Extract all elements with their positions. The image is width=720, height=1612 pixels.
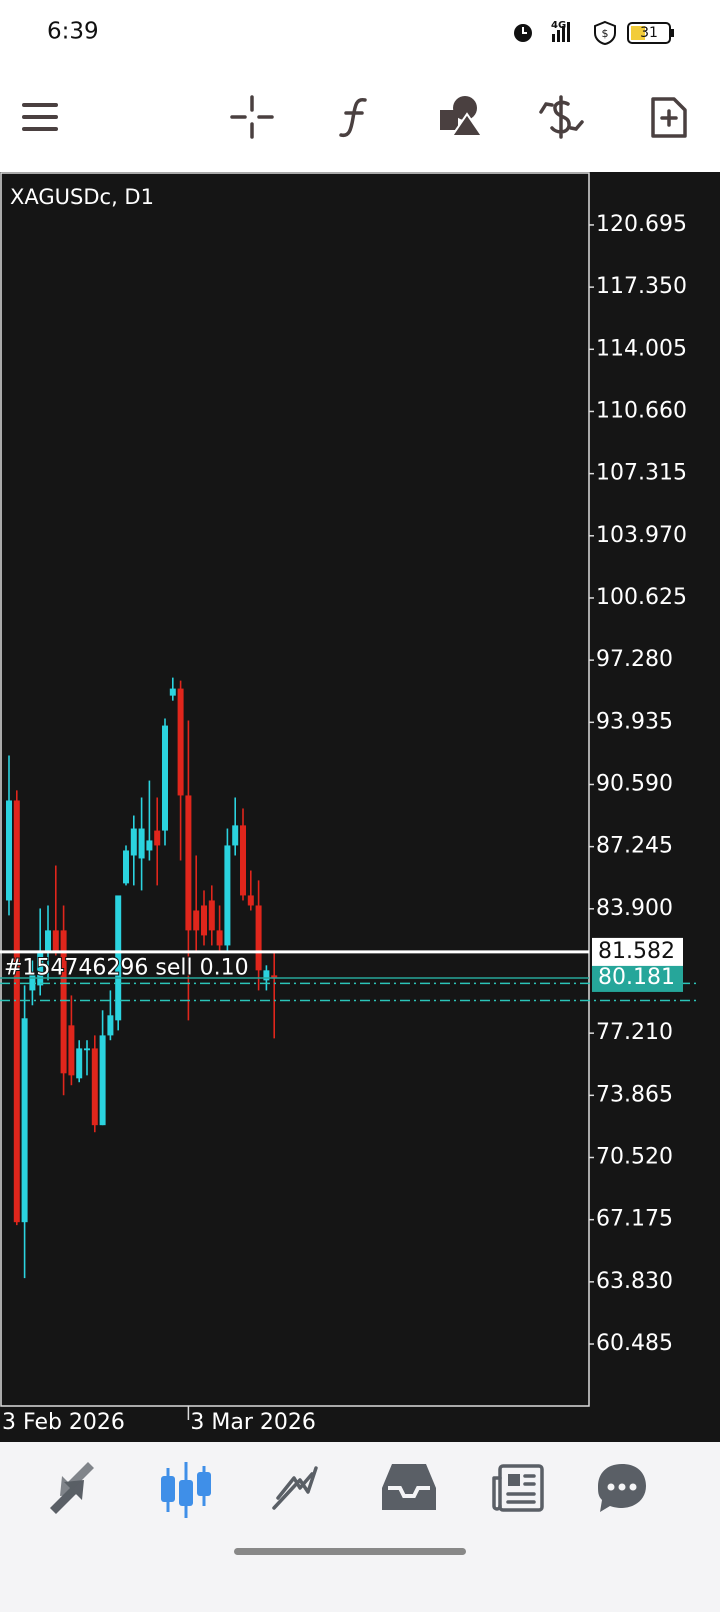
y-tick-label: 87.245 [596, 834, 673, 859]
y-tick-label: 70.520 [596, 1145, 673, 1170]
nav-chart[interactable] [161, 1462, 211, 1518]
y-tick-label: 77.210 [596, 1020, 673, 1045]
y-tick-label: 93.935 [596, 709, 673, 734]
status-time: 6:39 [47, 19, 99, 45]
plot: 120.695 117.350 114.005 110.660 107.315 103.9… [0, 212, 700, 1435]
nav-history[interactable] [382, 1464, 436, 1510]
trade-button[interactable] [539, 95, 584, 139]
status-icons: 4G $ 31 [514, 20, 674, 46]
y-tick-label: 63.830 [596, 1269, 673, 1294]
y-tick-label: 90.590 [596, 771, 673, 796]
candle-body [154, 830, 161, 846]
y-tick-label: 73.865 [596, 1082, 673, 1107]
plot-frame [0, 172, 590, 1407]
y-tick-label: 83.900 [596, 896, 673, 921]
chart-bg [0, 172, 720, 1442]
candle-body [68, 1025, 75, 1076]
ask-label: 81.582 [598, 939, 675, 964]
crosshair-button[interactable] [230, 95, 274, 139]
x-tick-label: 3 Mar 2026 [190, 1410, 315, 1435]
candle-body [6, 800, 12, 901]
candle-body [130, 828, 137, 856]
bid-label: 80.181 [598, 965, 675, 990]
candle-body [177, 688, 184, 796]
candle-body [162, 725, 168, 831]
candle-body [193, 910, 200, 931]
nav-chat[interactable] [598, 1464, 646, 1512]
candle-body [13, 800, 20, 1223]
order-label: #154746296 sell 0.10 [4, 955, 249, 980]
candle-body [91, 1048, 98, 1126]
header-bg [0, 0, 720, 172]
candle-body [99, 1035, 106, 1126]
bid-tag [592, 963, 683, 992]
candle-body [52, 930, 59, 951]
candle-body [216, 930, 223, 946]
svg-text:$: $ [602, 27, 609, 40]
new-order-button[interactable] [651, 97, 687, 138]
candle-body [146, 840, 153, 851]
battery-level: 31 [640, 25, 658, 41]
y-tick-label: 120.695 [596, 212, 687, 237]
candle-body [201, 905, 207, 936]
y-tick-label: 67.175 [596, 1207, 673, 1232]
nav-quotes[interactable] [50, 1462, 94, 1514]
home-indicator [234, 1548, 466, 1555]
candle-body [37, 950, 44, 986]
candle-body [60, 930, 67, 1074]
candle-body [21, 1018, 28, 1223]
candle-body [107, 1015, 114, 1036]
candle-body [138, 828, 145, 859]
candle-body [240, 825, 246, 896]
chart-symbol: XAGUSDc, D1 [10, 185, 154, 209]
nav-bg [0, 1442, 720, 1612]
candle-body [29, 975, 36, 991]
ask-tag [592, 937, 683, 966]
x-tick-label: 3 Feb 2026 [2, 1410, 125, 1435]
y-tick-label: 114.005 [596, 336, 687, 361]
indicators-button[interactable] [339, 97, 367, 138]
candle-body [247, 895, 254, 906]
candle-body [255, 905, 262, 971]
candle-body [271, 975, 278, 978]
candle-body [224, 845, 231, 946]
candle-body [232, 825, 239, 846]
candle-body [208, 900, 215, 931]
menu-button[interactable] [22, 103, 58, 131]
y-tick-label: 60.485 [596, 1331, 673, 1356]
candle-body [123, 850, 129, 884]
nav-trade[interactable] [272, 1466, 318, 1510]
y-tick-label: 100.625 [596, 585, 687, 610]
candle-body [76, 1048, 83, 1079]
y-tick-label: 103.970 [596, 523, 687, 548]
candle-body [45, 930, 51, 951]
candle-body [115, 895, 122, 1021]
y-tick-label: 97.280 [596, 647, 673, 672]
candle-body [185, 795, 192, 931]
candle-body [84, 1048, 90, 1051]
y-tick-label: 110.660 [596, 398, 687, 423]
objects-button[interactable] [440, 96, 484, 137]
y-tick-label: 107.315 [596, 461, 687, 486]
candle-body [263, 970, 270, 981]
nav-news[interactable] [492, 1464, 544, 1512]
candle-body [169, 688, 176, 696]
status-network: 4G [551, 20, 566, 31]
y-tick-label: 117.350 [596, 274, 687, 299]
